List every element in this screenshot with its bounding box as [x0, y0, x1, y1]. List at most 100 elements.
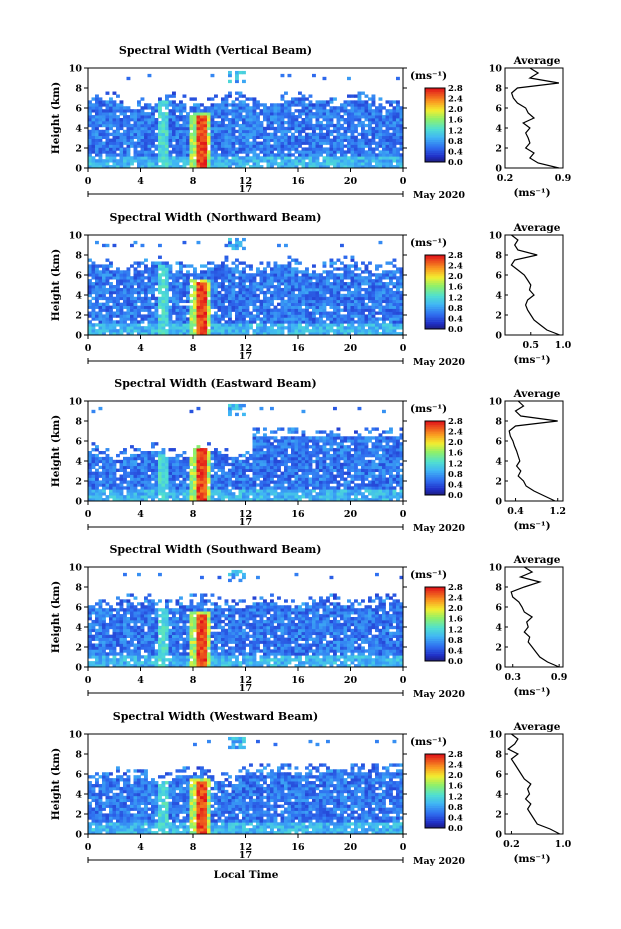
heatmap-cell: [203, 453, 208, 458]
heatmap-cell: [151, 156, 155, 160]
heatmap-cell: [259, 109, 264, 113]
heatmap-cell: [151, 141, 155, 145]
heatmap-cell: [343, 293, 348, 298]
heatmap-cell: [147, 132, 152, 137]
heatmap-cell: [140, 459, 145, 464]
heatmap-cell: [175, 129, 180, 134]
heatmap-cell: [182, 150, 187, 154]
heatmap-cell: [144, 314, 148, 318]
heatmap-cell: [200, 451, 204, 455]
heatmap-cell: [210, 468, 215, 472]
heatmap-cell: [186, 474, 190, 478]
heatmap-cell: [343, 120, 348, 125]
heatmap-cell: [207, 97, 211, 101]
heatmap-cell: [88, 264, 92, 268]
heatmap-cell: [315, 132, 320, 137]
heatmap-cell: [270, 456, 274, 461]
heatmap-cell: [385, 147, 390, 151]
heatmap-cell: [182, 320, 187, 324]
heatmap-cell: [287, 123, 292, 128]
heatmap-cell: [130, 302, 134, 306]
heatmap-cell: [196, 302, 201, 306]
heatmap-cell: [273, 320, 278, 324]
heatmap-cell: [214, 126, 218, 131]
heatmap-cell: [112, 91, 117, 95]
heatmap-cell: [200, 471, 204, 475]
heatmap-cell: [161, 267, 166, 271]
heatmap-cell: [371, 296, 376, 301]
heatmap-cell: [214, 459, 218, 464]
heatmap-cell: [123, 299, 127, 304]
heatmap-cell: [98, 406, 103, 411]
heatmap-cell: [375, 132, 379, 137]
heatmap-cell: [336, 332, 341, 336]
heatmap-cell: [196, 141, 201, 145]
heatmap-cell: [315, 126, 320, 131]
heatmap-cell: [168, 94, 173, 98]
heatmap-cell: [193, 456, 197, 461]
heatmap-cell: [378, 115, 383, 119]
heatmap-cell: [270, 430, 274, 434]
heatmap-cell: [144, 135, 148, 139]
heatmap-cell: [249, 299, 253, 304]
heatmap-cell: [214, 273, 218, 277]
heatmap-cell: [266, 296, 271, 301]
heatmap-cell: [350, 255, 355, 259]
heatmap-cell: [154, 287, 159, 292]
heatmap-cell: [231, 302, 236, 306]
heatmap-cell: [158, 486, 162, 490]
heatmap-cell: [368, 270, 372, 274]
heatmap-cell: [123, 480, 127, 484]
heatmap-cell: [301, 100, 306, 104]
heatmap-cell: [249, 287, 253, 292]
heatmap-cell: [277, 273, 281, 277]
heatmap-cell: [371, 150, 376, 154]
heatmap-cell: [95, 311, 99, 315]
heatmap-cell: [385, 296, 390, 301]
heatmap-cell: [102, 302, 106, 306]
heatmap-cell: [168, 153, 173, 157]
heatmap-cell: [224, 109, 229, 113]
heatmap-cell: [396, 165, 400, 169]
heatmap-cell: [319, 276, 323, 280]
heatmap-cell: [161, 153, 166, 157]
heatmap-cell: [238, 109, 243, 113]
heatmap-cell: [214, 120, 218, 125]
heatmap-cell: [242, 483, 246, 487]
heatmap-cell: [287, 159, 292, 163]
heatmap-cell: [357, 156, 362, 160]
heatmap-cell: [273, 498, 278, 502]
heatmap-cell: [172, 115, 176, 119]
heatmap-cell: [322, 135, 327, 139]
heatmap-cell: [200, 273, 204, 277]
heatmap-cell: [245, 106, 250, 110]
heatmap-cell: [203, 448, 208, 452]
heatmap-cell: [151, 270, 155, 274]
heatmap-cell: [175, 261, 180, 265]
heatmap-cell: [343, 282, 348, 286]
heatmap-cell: [137, 465, 141, 470]
heatmap-cell: [319, 141, 323, 145]
heatmap-cell: [315, 120, 320, 125]
heatmap-cell: [116, 106, 120, 110]
heatmap-cell: [105, 326, 110, 330]
heatmap-cell: [389, 279, 393, 283]
heatmap-cell: [364, 314, 369, 318]
heatmap-cell: [284, 305, 288, 309]
heatmap-cell: [256, 293, 260, 298]
heatmap-cell: [221, 495, 225, 499]
heatmap-cell: [133, 129, 138, 134]
heatmap-cell: [249, 120, 253, 125]
heatmap-cell: [172, 323, 176, 327]
heatmap-cell: [305, 305, 309, 309]
heatmap-cell: [263, 456, 267, 461]
heatmap-cell: [287, 141, 292, 145]
heatmap-cell: [140, 276, 145, 280]
heatmap-cell: [221, 109, 225, 113]
heatmap-cell: [259, 329, 264, 333]
heatmap-cell: [130, 459, 134, 464]
heatmap-cell: [130, 135, 134, 139]
heatmap-cell: [263, 159, 267, 163]
heatmap-cell: [221, 135, 225, 139]
heatmap-cell: [242, 403, 246, 408]
